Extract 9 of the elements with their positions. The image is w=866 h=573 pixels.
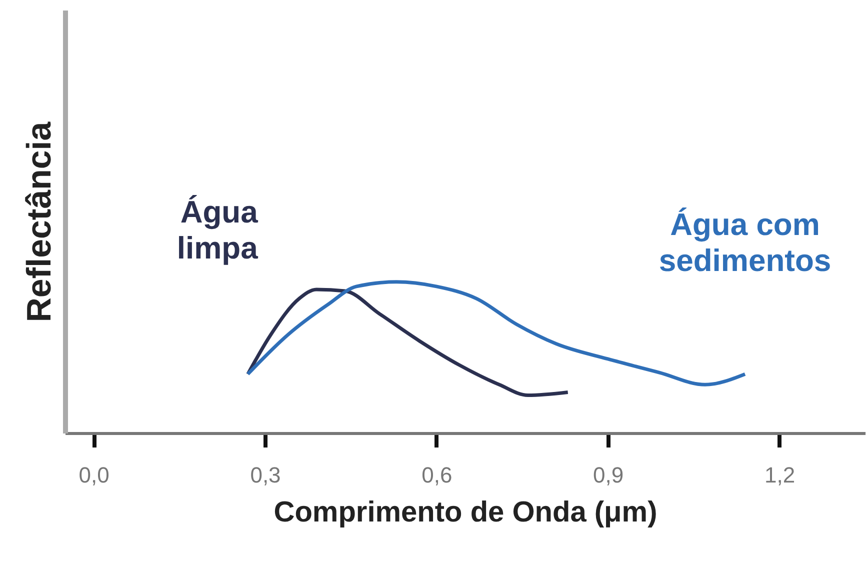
y-axis-title: Reflectância: [20, 120, 58, 322]
x-tick-label: 0,9: [593, 462, 624, 488]
text: Água com sedimentos: [658, 206, 832, 278]
x-tick-label: 0,0: [78, 462, 110, 488]
x-tick-label: 1,2: [764, 462, 796, 488]
x-tick-label: 0,6: [422, 462, 452, 488]
x-tick-label: 0,3: [250, 462, 281, 488]
series-label: Água limpa: [176, 194, 259, 266]
x-axis-title: Comprimento de Onda (μm): [274, 496, 658, 528]
